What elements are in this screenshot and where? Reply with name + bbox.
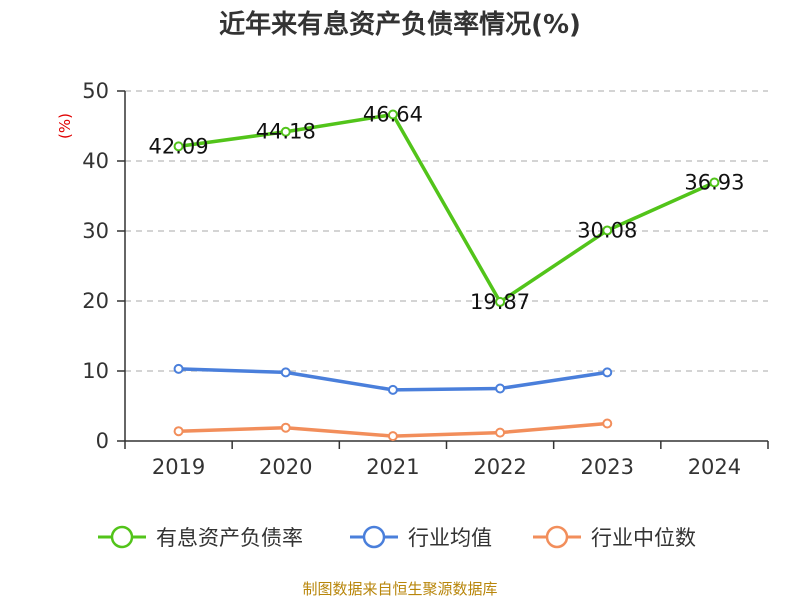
x-tick-label: 2019 bbox=[152, 455, 205, 479]
data-point bbox=[602, 225, 613, 236]
x-tick-label: 2023 bbox=[581, 455, 634, 479]
data-point bbox=[709, 177, 720, 188]
series-line-0 bbox=[178, 112, 716, 304]
series-group bbox=[173, 109, 720, 442]
data-point bbox=[387, 431, 398, 442]
data-label: 19.87 bbox=[470, 290, 530, 314]
legend-marker bbox=[110, 525, 134, 549]
legend-marker bbox=[362, 525, 386, 549]
data-labels: 42.09 44.18 46.64 19.87 30.08 36.93 bbox=[149, 103, 745, 314]
legend-label: 有息资产负债率 bbox=[156, 526, 303, 550]
x-axis: 2019 2020 2021 2022 2023 2024 bbox=[124, 440, 769, 479]
data-label: 36.93 bbox=[684, 170, 744, 194]
legend: 有息资产负债率 行业均值 行业中位数 bbox=[98, 525, 696, 550]
data-label: 46.64 bbox=[363, 103, 423, 127]
data-point bbox=[173, 141, 184, 152]
grid-lines bbox=[125, 90, 768, 372]
data-point bbox=[173, 363, 184, 374]
data-point bbox=[280, 422, 291, 433]
data-label: 42.09 bbox=[149, 134, 209, 158]
data-point bbox=[602, 418, 613, 429]
data-label: 44.18 bbox=[256, 120, 316, 144]
data-point bbox=[602, 367, 613, 378]
legend-label: 行业中位数 bbox=[591, 526, 696, 550]
y-axis-unit: (%) bbox=[56, 113, 74, 139]
legend-item: 行业中位数 bbox=[533, 525, 696, 550]
data-label: 30.08 bbox=[577, 218, 637, 242]
legend-label: 行业均值 bbox=[408, 526, 492, 550]
y-tick-label: 10 bbox=[82, 359, 109, 383]
data-point bbox=[280, 367, 291, 378]
data-point bbox=[495, 383, 506, 394]
x-tick-label: 2020 bbox=[259, 455, 312, 479]
x-tick-label: 2024 bbox=[688, 455, 741, 479]
y-tick-label: 30 bbox=[82, 219, 109, 243]
legend-item: 行业均值 bbox=[350, 525, 492, 550]
data-point bbox=[387, 109, 398, 120]
x-tick-label: 2021 bbox=[366, 455, 419, 479]
y-axis-ticks: 0 10 20 30 40 50 bbox=[82, 79, 126, 453]
data-point bbox=[173, 426, 184, 437]
legend-marker bbox=[545, 525, 569, 549]
source-note: 制图数据来自恒生聚源数据库 bbox=[302, 580, 497, 598]
y-tick-label: 20 bbox=[82, 289, 109, 313]
legend-item: 有息资产负债率 bbox=[98, 525, 303, 550]
chart-title: 近年来有息资产负债率情况(%) bbox=[219, 9, 581, 40]
x-tick-label: 2022 bbox=[473, 455, 526, 479]
data-point bbox=[495, 296, 506, 307]
data-point bbox=[387, 384, 398, 395]
y-tick-label: 0 bbox=[96, 429, 109, 453]
data-point bbox=[495, 427, 506, 438]
y-tick-label: 40 bbox=[82, 149, 109, 173]
y-tick-label: 50 bbox=[82, 79, 109, 103]
data-point bbox=[280, 126, 291, 137]
